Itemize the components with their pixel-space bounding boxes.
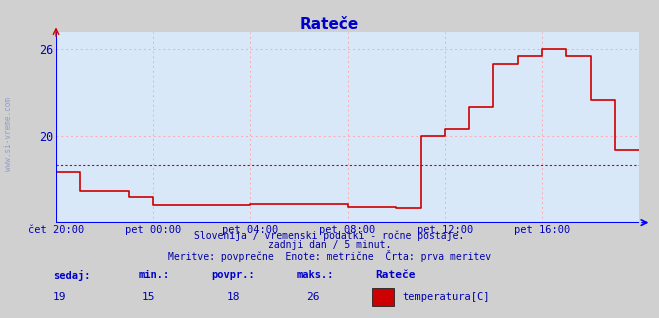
Text: Slovenija / vremenski podatki - ročne postaje.: Slovenija / vremenski podatki - ročne po… [194, 231, 465, 241]
Text: 19: 19 [53, 292, 66, 302]
Text: Rateče: Rateče [376, 270, 416, 280]
Text: temperatura[C]: temperatura[C] [402, 292, 490, 302]
Text: povpr.:: povpr.: [211, 270, 254, 280]
Text: Rateče: Rateče [300, 17, 359, 32]
Text: 26: 26 [306, 292, 320, 302]
Text: 18: 18 [227, 292, 241, 302]
Text: Meritve: povprečne  Enote: metrične  Črta: prva meritev: Meritve: povprečne Enote: metrične Črta:… [168, 250, 491, 262]
Text: zadnji dan / 5 minut.: zadnji dan / 5 minut. [268, 240, 391, 250]
Text: www.si-vreme.com: www.si-vreme.com [4, 97, 13, 170]
Text: min.:: min.: [138, 270, 169, 280]
Text: sedaj:: sedaj: [53, 270, 90, 280]
Text: maks.:: maks.: [297, 270, 334, 280]
Text: 15: 15 [142, 292, 155, 302]
